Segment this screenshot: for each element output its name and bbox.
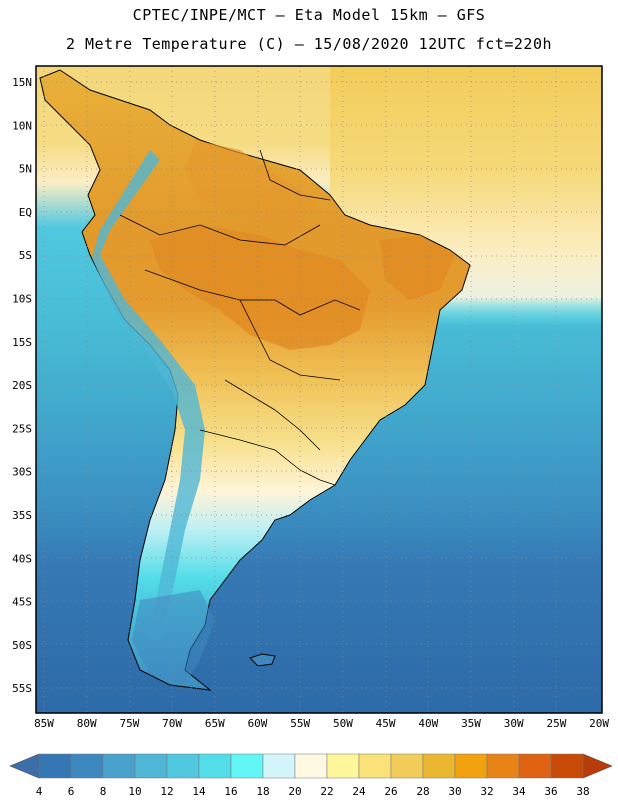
- colorbar-swatch: [198, 753, 232, 779]
- colorbar-under-arrow: [9, 753, 40, 779]
- colorbar-swatch: [102, 753, 136, 779]
- longitude-label: 50W: [333, 717, 353, 730]
- colorbar-label: 36: [544, 785, 557, 798]
- colorbar-label: 12: [160, 785, 173, 798]
- longitude-label: 45W: [376, 717, 396, 730]
- title-line-2: 2 Metre Temperature (C) – 15/08/2020 12U…: [65, 35, 553, 53]
- map-frame: [35, 65, 603, 714]
- patagonia-cool: [132, 590, 215, 685]
- colorbar-swatch: [166, 753, 200, 779]
- colorbar-label: 6: [68, 785, 75, 798]
- colorbar-label: 16: [224, 785, 237, 798]
- colorbar-labels: 4 6 8 10 12 14 16 18 20 22 24 26 28 30 32 34 36 38: [36, 785, 590, 798]
- colorbar-swatch: [486, 753, 520, 779]
- colorbar-swatch: [518, 753, 552, 779]
- latitude-label: 25S: [12, 422, 32, 435]
- longitude-labels: 85W 80W 75W 70W 65W 60W 55W 50W 45W 40W 35W 30W 25W 2…: [34, 717, 609, 730]
- map-area: [36, 66, 602, 713]
- latitude-label: 50S: [12, 639, 32, 652]
- latitude-label: 55S: [12, 682, 32, 695]
- longitude-label: 25W: [546, 717, 566, 730]
- longitude-label: 70W: [162, 717, 182, 730]
- latitude-labels: 15N 10N 5N EQ 5S 10S 15S 20S 25S 30S 35S 40S 45S 50S 5…: [12, 76, 32, 695]
- colorbar-label: 30: [448, 785, 461, 798]
- longitude-label: 40W: [418, 717, 438, 730]
- colorbar-label: 28: [416, 785, 429, 798]
- colorbar-swatch: [454, 753, 488, 779]
- latitude-label: 15S: [12, 336, 32, 349]
- hot-region-northeast: [380, 235, 455, 300]
- latitude-label: EQ: [19, 206, 32, 219]
- longitude-label: 20W: [589, 717, 609, 730]
- colorbar-swatch: [294, 753, 328, 779]
- colorbar-label: 22: [320, 785, 333, 798]
- colorbar-swatches: [38, 753, 584, 779]
- longitude-label: 65W: [205, 717, 225, 730]
- longitude-label: 55W: [290, 717, 310, 730]
- colorbar-swatch: [422, 753, 456, 779]
- colorbar-swatch: [326, 753, 360, 779]
- colorbar-swatch: [70, 753, 104, 779]
- colorbar-label: 10: [128, 785, 141, 798]
- latitude-label: 45S: [12, 596, 32, 609]
- colorbar-label: 32: [480, 785, 493, 798]
- colorbar-swatch: [358, 753, 392, 779]
- andes-cool-strip: [92, 150, 205, 640]
- latitude-label: 5N: [19, 163, 32, 176]
- latitude-label: 15N: [12, 76, 32, 89]
- longitude-label: 60W: [248, 717, 268, 730]
- colorbar-label: 14: [192, 785, 206, 798]
- title-line-1: CPTEC/INPE/MCT – Eta Model 15km – GFS: [132, 6, 486, 24]
- longitude-label: 85W: [34, 717, 54, 730]
- colorbar-label: 4: [36, 785, 43, 798]
- colorbar-label: 38: [576, 785, 589, 798]
- latitude-label: 30S: [12, 466, 32, 479]
- latitude-label: 40S: [12, 552, 32, 565]
- longitude-label: 75W: [119, 717, 139, 730]
- colorbar-over-arrow: [582, 753, 613, 779]
- latitude-label: 20S: [12, 379, 32, 392]
- colorbar-label: 8: [100, 785, 107, 798]
- hot-region-central: [150, 225, 370, 350]
- longitude-label: 30W: [504, 717, 524, 730]
- colorbar-swatch: [262, 753, 296, 779]
- colorbar-swatch: [550, 753, 584, 779]
- colorbar-swatch: [230, 753, 264, 779]
- colorbar: 4 6 8 10 12 14 16 18 20 22 24 26 28 30 32 34 36 38: [9, 753, 613, 798]
- latitude-label: 10N: [12, 119, 32, 132]
- colorbar-swatch: [38, 753, 72, 779]
- country-borders: [119, 149, 361, 486]
- colorbar-label: 18: [256, 785, 269, 798]
- latitude-label: 35S: [12, 509, 32, 522]
- colorbar-label: 20: [288, 785, 301, 798]
- colorbar-label: 34: [512, 785, 526, 798]
- hot-region-north: [185, 140, 320, 225]
- latitude-label: 10S: [12, 293, 32, 306]
- longitude-label: 80W: [77, 717, 97, 730]
- colorbar-swatch: [134, 753, 168, 779]
- colorbar-swatch: [390, 753, 424, 779]
- latitude-label: 5S: [19, 249, 32, 262]
- longitude-label: 35W: [461, 717, 481, 730]
- colorbar-label: 26: [384, 785, 397, 798]
- falkland-islands: [249, 653, 276, 667]
- colorbar-label: 24: [352, 785, 366, 798]
